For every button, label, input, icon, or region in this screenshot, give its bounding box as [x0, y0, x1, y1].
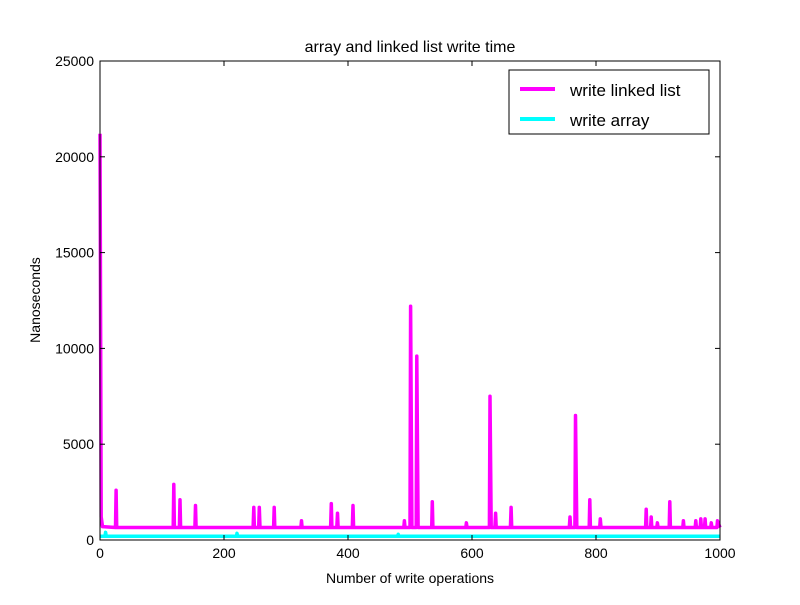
x-tick-label: 1000	[704, 545, 735, 561]
x-tick-label: 400	[336, 545, 360, 561]
series-line-array	[100, 530, 720, 538]
legend-label-array: write array	[569, 111, 650, 130]
y-tick-label: 0	[86, 532, 94, 548]
x-tick-label: 200	[212, 545, 236, 561]
data-layer	[98, 133, 722, 538]
x-tick-label: 800	[584, 545, 608, 561]
plot-frame	[99, 60, 721, 541]
legend: write linked list write array	[508, 69, 710, 135]
y-tick-label: 5000	[63, 436, 94, 452]
y-axis-label: Nanoseconds	[27, 257, 43, 343]
y-tick-label: 10000	[55, 340, 94, 356]
x-tick-label: 600	[460, 545, 484, 561]
x-axis-label: Number of write operations	[326, 570, 494, 586]
x-tick-label: 0	[96, 545, 104, 561]
y-tick-label: 15000	[55, 245, 94, 261]
y-tick-label: 25000	[55, 53, 94, 69]
chart-title: array and linked list write time	[305, 39, 516, 56]
legend-label-linked-list: write linked list	[569, 81, 681, 100]
y-tick-label: 20000	[55, 149, 94, 165]
legend-box	[508, 69, 710, 135]
series-line-linked-list	[98, 133, 722, 530]
ticks-layer: 0 200 400 600 800 100005000100001500020000250…	[55, 53, 736, 561]
